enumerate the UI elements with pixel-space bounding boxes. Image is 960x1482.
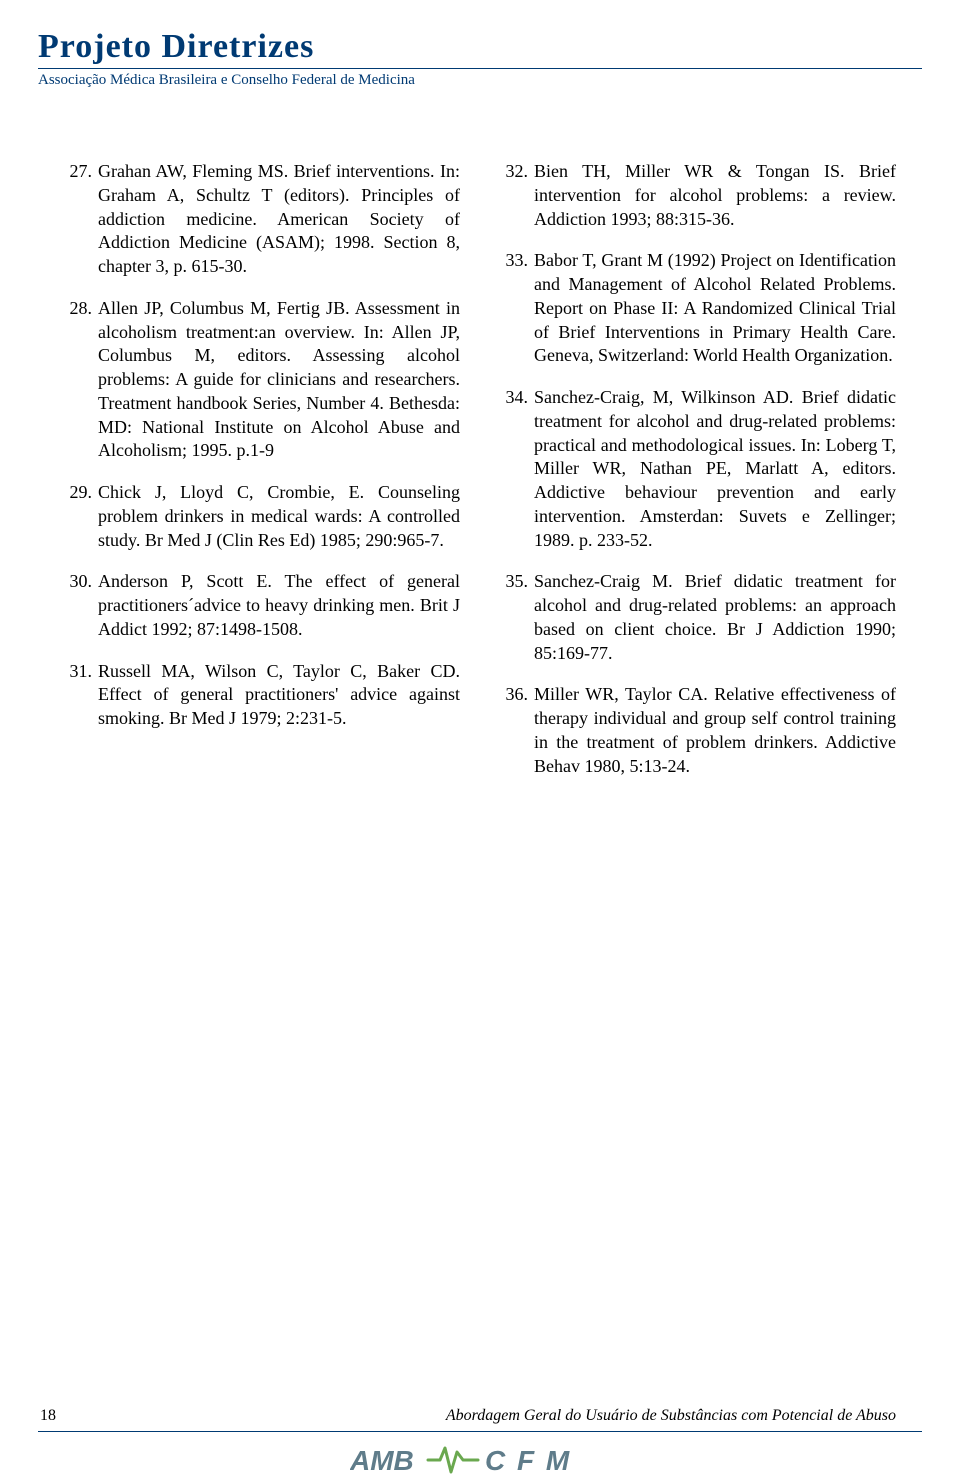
reference-number: 36. [500, 683, 534, 778]
logo-text-amb: AMB [350, 1445, 414, 1476]
right-column: 32. Bien TH, Miller WR & Tongan IS. Brie… [500, 160, 896, 796]
references-content: 27. Grahan AW, Fleming MS. Brief interve… [64, 160, 896, 796]
header-title: Projeto Diretrizes [38, 28, 922, 66]
footer-logo: AMB C F M [0, 1438, 960, 1482]
reference-text: Babor T, Grant M (1992) Project on Ident… [534, 249, 896, 368]
reference-text: Miller WR, Taylor CA. Relative effective… [534, 683, 896, 778]
page-header: Projeto Diretrizes Associação Médica Bra… [38, 28, 922, 89]
reference-item: 30. Anderson P, Scott E. The effect of g… [64, 570, 460, 641]
reference-number: 29. [64, 481, 98, 552]
reference-number: 28. [64, 297, 98, 463]
footer-rule [38, 1431, 922, 1432]
page-number: 18 [40, 1407, 56, 1425]
reference-number: 32. [500, 160, 534, 231]
ecg-line-icon [428, 1448, 478, 1472]
reference-item: 34. Sanchez-Craig, M, Wilkinson AD. Brie… [500, 386, 896, 552]
header-rule [38, 68, 922, 69]
reference-text: Russell MA, Wilson C, Taylor C, Baker CD… [98, 660, 460, 731]
reference-text: Anderson P, Scott E. The effect of gener… [98, 570, 460, 641]
reference-number: 31. [64, 660, 98, 731]
reference-item: 29. Chick J, Lloyd C, Crombie, E. Counse… [64, 481, 460, 552]
footer-doc-title: Abordagem Geral do Usuário de Substância… [446, 1407, 896, 1425]
left-column: 27. Grahan AW, Fleming MS. Brief interve… [64, 160, 460, 796]
reference-item: 33. Babor T, Grant M (1992) Project on I… [500, 249, 896, 368]
reference-text: Sanchez-Craig, M, Wilkinson AD. Brief di… [534, 386, 896, 552]
reference-item: 28. Allen JP, Columbus M, Fertig JB. Ass… [64, 297, 460, 463]
reference-number: 34. [500, 386, 534, 552]
reference-text: Allen JP, Columbus M, Fertig JB. Assessm… [98, 297, 460, 463]
reference-item: 35. Sanchez-Craig M. Brief didatic treat… [500, 570, 896, 665]
reference-text: Sanchez-Craig M. Brief didatic treatment… [534, 570, 896, 665]
amb-cfm-logo-icon: AMB C F M [350, 1440, 610, 1480]
reference-number: 30. [64, 570, 98, 641]
reference-text: Bien TH, Miller WR & Tongan IS. Brief in… [534, 160, 896, 231]
reference-text: Chick J, Lloyd C, Crombie, E. Counseling… [98, 481, 460, 552]
header-subtitle: Associação Médica Brasileira e Conselho … [38, 72, 922, 89]
reference-number: 35. [500, 570, 534, 665]
reference-item: 27. Grahan AW, Fleming MS. Brief interve… [64, 160, 460, 279]
reference-item: 32. Bien TH, Miller WR & Tongan IS. Brie… [500, 160, 896, 231]
reference-item: 36. Miller WR, Taylor CA. Relative effec… [500, 683, 896, 778]
page-footer: 18 Abordagem Geral do Usuário de Substân… [0, 1407, 960, 1482]
footer-line: 18 Abordagem Geral do Usuário de Substân… [0, 1407, 960, 1425]
reference-number: 27. [64, 160, 98, 279]
reference-number: 33. [500, 249, 534, 368]
reference-text: Grahan AW, Fleming MS. Brief interventio… [98, 160, 460, 279]
logo-text-cfm: C F M [485, 1445, 571, 1476]
reference-item: 31. Russell MA, Wilson C, Taylor C, Bake… [64, 660, 460, 731]
